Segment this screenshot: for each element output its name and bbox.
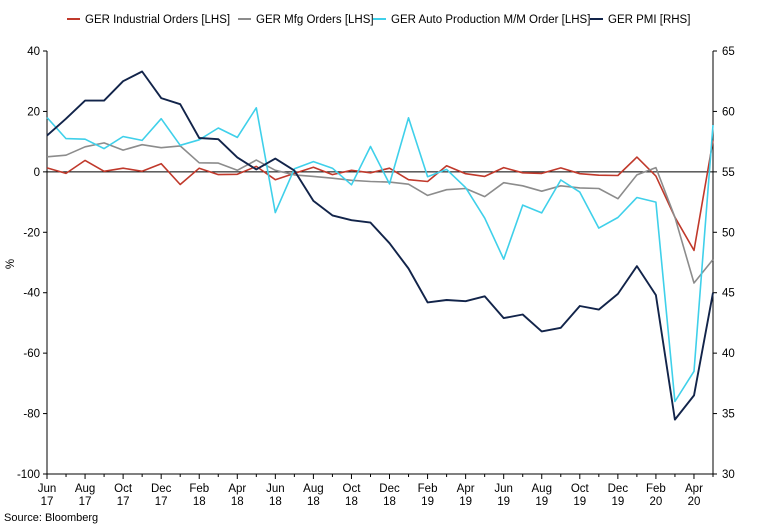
x-tick-label-year: 17 [155,496,168,508]
series-line-3 [46,107,714,403]
x-tick-label-year: 18 [269,496,282,508]
x-tick-label-month: Aug [303,483,323,495]
x-tick-label-year: 17 [117,496,130,508]
x-tick-label-month: Apr [457,483,475,495]
x-tick-label-month: Dec [608,483,629,495]
right-y-tick-label: 30 [722,469,735,481]
left-y-tick-label: -60 [23,348,40,360]
x-tick-label-month: Aug [75,483,95,495]
legend: GER Industrial Orders [LHS] GER Mfg Order… [67,14,690,26]
legend-label-3: GER Auto Production M/M Order [LHS] [391,14,590,26]
x-tick-label-year: 18 [383,496,396,508]
x-tick-label-year: 17 [79,496,92,508]
x-tick-label-year: 19 [573,496,586,508]
left-y-tick-label: -40 [23,288,40,300]
legend-label-2: GER Mfg Orders [LHS] [256,14,374,26]
series-line-1 [46,140,714,252]
y-axis-label: % [5,259,17,269]
x-tick-label-year: 19 [535,496,548,508]
x-tick-label-month: Dec [379,483,400,495]
right-y-tick-label: 55 [722,167,735,179]
x-tick-label-year: 17 [41,496,54,508]
x-tick-label-year: 19 [421,496,434,508]
right-y-tick-label: 35 [722,409,735,421]
series-line-4 [46,70,714,421]
right-y-tick-label: 65 [722,46,735,58]
x-tick-label-year: 20 [688,496,701,508]
x-tick-label-month: Apr [685,483,703,495]
x-tick-label-year: 19 [497,496,510,508]
left-y-tick-label: 0 [34,167,40,179]
x-tick-label-year: 18 [193,496,206,508]
x-tick-label-year: 18 [231,496,244,508]
x-tick-label-month: Oct [571,483,590,495]
x-tick-label-year: 18 [307,496,320,508]
legend-label-4: GER PMI [RHS] [608,14,690,26]
x-tick-label-year: 19 [459,496,472,508]
right-y-tick-label: 50 [722,227,735,239]
x-tick-label-year: 19 [611,496,624,508]
series-lines [46,70,714,421]
x-tick-label-month: Feb [189,483,209,495]
x-tick-label-month: Feb [646,483,666,495]
legend-label-1: GER Industrial Orders [LHS] [85,14,230,26]
right-y-tick-label: 45 [722,288,735,300]
x-tick-label-month: Oct [114,483,133,495]
left-y-tick-label: -20 [23,227,40,239]
right-y-tick-label: 60 [722,106,735,118]
x-tick-label-month: Apr [228,483,246,495]
left-y-tick-label: 20 [27,106,40,118]
x-tick-label-month: Dec [151,483,172,495]
axes: 40 20 0 -20 -40 -60 -80 -100 65 60 55 50 45 40 35 30 Jun… [17,46,735,508]
right-y-tick-label: 40 [722,348,735,360]
x-tick-label-month: Oct [343,483,362,495]
series-line-2 [46,142,714,284]
left-y-tick-label: -100 [17,469,40,481]
left-y-tick-label: -80 [23,409,40,421]
x-tick-label-month: Aug [532,483,552,495]
x-tick-label-month: Jun [266,483,285,495]
x-tick-label-year: 18 [345,496,358,508]
x-tick-label-month: Feb [418,483,438,495]
x-tick-label-month: Jun [494,483,513,495]
source-note: Source: Bloomberg [4,512,99,524]
x-tick-label-month: Jun [38,483,57,495]
x-tick-label-year: 20 [650,496,663,508]
left-y-tick-label: 40 [27,46,40,58]
